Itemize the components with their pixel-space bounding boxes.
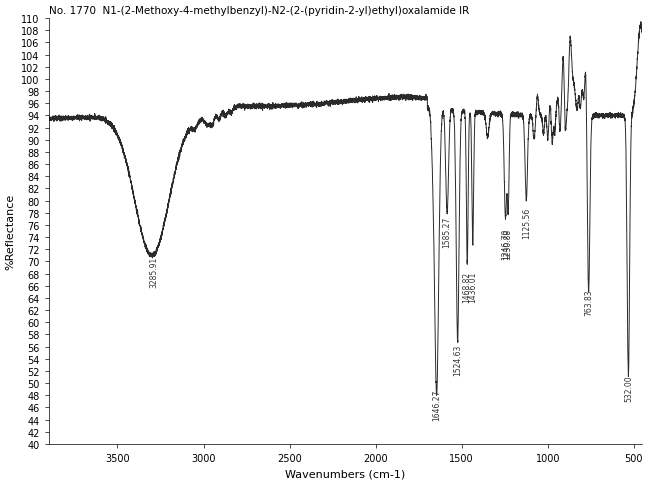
Text: 1468.82: 1468.82	[463, 271, 472, 302]
Text: 1436.01: 1436.01	[468, 271, 477, 302]
Text: No. 1770  N1-(2-Methoxy-4-methylbenzyl)-N2-(2-(pyridin-2-yl)ethyl)oxalamide IR: No. 1770 N1-(2-Methoxy-4-methylbenzyl)-N…	[49, 5, 469, 15]
Text: 763.83: 763.83	[584, 289, 593, 316]
Text: 1125.56: 1125.56	[522, 207, 530, 239]
Text: 1246.70: 1246.70	[501, 228, 510, 260]
Text: 1585.27: 1585.27	[443, 216, 452, 247]
Text: 532.00: 532.00	[624, 374, 633, 401]
Y-axis label: %Reflectance: %Reflectance	[6, 194, 16, 270]
Text: 1524.63: 1524.63	[453, 344, 462, 375]
X-axis label: Wavenumbers (cm-1): Wavenumbers (cm-1)	[285, 469, 406, 479]
Text: 1230.88: 1230.88	[504, 228, 513, 259]
Text: 1646.27: 1646.27	[432, 389, 441, 421]
Text: 3285.91: 3285.91	[150, 256, 159, 287]
